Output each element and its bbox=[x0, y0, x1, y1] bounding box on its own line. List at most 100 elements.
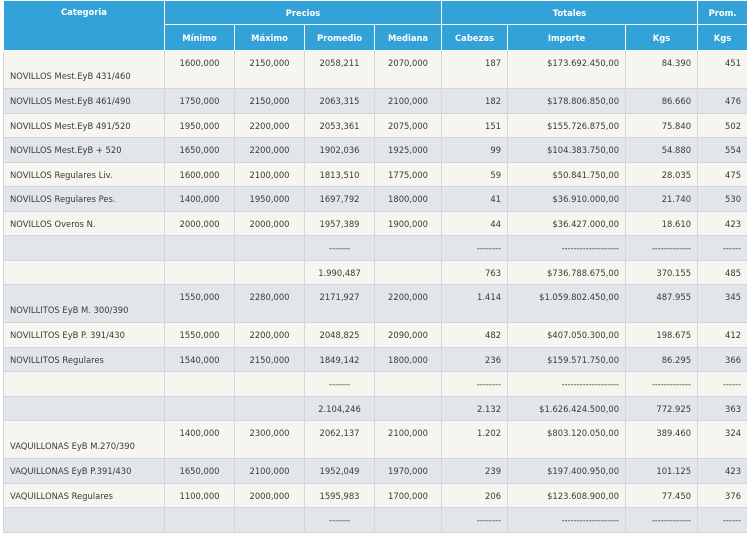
cell-minimo: 1750,000 bbox=[164, 88, 235, 114]
header-cabezas: Cabezas bbox=[441, 24, 509, 51]
table-row: VAQUILLONAS Regulares 1100,000 2000,000 159… bbox=[3, 482, 747, 508]
cell-cabezas: 44 bbox=[441, 210, 509, 236]
cell-promedio: 1902,036 bbox=[304, 137, 375, 163]
cell-kgs: 18.610 bbox=[625, 210, 699, 236]
cell-kgs: 54.880 bbox=[625, 137, 699, 163]
table-row: ------- -------- ------------------- ------… bbox=[3, 371, 747, 397]
header-kgs: Kgs bbox=[625, 24, 699, 51]
cell-minimo: 1600,000 bbox=[164, 161, 235, 187]
cell-cabezas: 41 bbox=[441, 186, 509, 212]
cell-promedio: 2171,927 bbox=[304, 284, 375, 323]
table-row: NOVILLOS Regulares Pes. 1400,000 1950,000 1… bbox=[3, 186, 747, 212]
table-row: NOVILLOS Overos N. 2000,000 2000,000 1957,3… bbox=[3, 210, 747, 236]
cell-minimo: 1600,000 bbox=[164, 50, 235, 89]
cell-cabezas: 2.132 bbox=[441, 395, 509, 421]
cell-importe: $173.692.450,00 bbox=[507, 50, 627, 89]
table-row: VAQUILLONAS EyB P.391/430 1650,000 2100,00… bbox=[3, 458, 747, 484]
cell-importe: ------------------- bbox=[507, 371, 627, 397]
cell-prom-kgs: 502 bbox=[697, 112, 747, 138]
cell-cabezas: 239 bbox=[441, 458, 509, 484]
cell-maximo: 2100,000 bbox=[234, 458, 305, 484]
cell-cabezas: 482 bbox=[441, 322, 509, 348]
header-row-columns: Mínimo Máximo Promedio Mediana Cabezas I… bbox=[4, 24, 747, 51]
cell-minimo: 1540,000 bbox=[164, 346, 235, 372]
cell-importe: $159.571.750,00 bbox=[507, 346, 627, 372]
cell-minimo bbox=[164, 371, 235, 397]
cell-categoria: VAQUILLONAS Regulares bbox=[3, 482, 165, 508]
cell-categoria: VAQUILLONAS EyB M.270/390 bbox=[3, 420, 165, 459]
cell-importe: ------------------- bbox=[507, 235, 627, 261]
cell-categoria bbox=[3, 371, 165, 397]
table-row: NOVILLITOS EyB P. 391/430 1550,000 2200,00… bbox=[3, 322, 747, 348]
table-row: NOVILLOS Regulares Liv. 1600,000 2100,000 1… bbox=[3, 161, 747, 187]
header-importe: Importe bbox=[507, 24, 627, 51]
cell-cabezas: 763 bbox=[441, 259, 509, 285]
cell-promedio: 2062,137 bbox=[304, 420, 375, 459]
cell-promedio: 1697,792 bbox=[304, 186, 375, 212]
cell-categoria: NOVILLOS Mest.EyB 431/460 bbox=[3, 50, 165, 89]
table-row: VAQUILLONAS EyB M.270/390 1400,000 2300,00… bbox=[3, 420, 747, 459]
cell-maximo: 2000,000 bbox=[234, 210, 305, 236]
cell-prom-kgs: 530 bbox=[697, 186, 747, 212]
table-row: 2.104,246 2.132 $1.626.424.500,00 772.925 36… bbox=[3, 395, 747, 421]
cell-importe: $178.806.850,00 bbox=[507, 88, 627, 114]
cell-importe: $36.910.000,00 bbox=[507, 186, 627, 212]
cell-cabezas: -------- bbox=[441, 371, 509, 397]
cell-maximo: 2300,000 bbox=[234, 420, 305, 459]
cell-categoria bbox=[3, 507, 165, 533]
cell-prom-kgs: 451 bbox=[697, 50, 747, 89]
cell-minimo bbox=[164, 235, 235, 261]
cell-mediana: 2100,000 bbox=[373, 420, 443, 459]
cell-categoria bbox=[3, 395, 165, 421]
cell-categoria: NOVILLOS Mest.EyB + 520 bbox=[3, 137, 165, 163]
cell-mediana bbox=[373, 371, 443, 397]
cell-promedio: 1952,049 bbox=[304, 458, 375, 484]
cell-categoria: NOVILLOS Mest.EyB 461/490 bbox=[3, 88, 165, 114]
cell-importe: $407.050.300,00 bbox=[507, 322, 627, 348]
cell-mediana bbox=[373, 507, 443, 533]
cell-maximo: 2150,000 bbox=[234, 346, 305, 372]
cell-promedio: 1595,983 bbox=[304, 482, 375, 508]
cell-mediana: 2090,000 bbox=[373, 322, 443, 348]
cell-categoria: NOVILLITOS EyB M. 300/390 bbox=[3, 284, 165, 323]
cell-cabezas: 1.414 bbox=[441, 284, 509, 323]
cell-mediana bbox=[373, 395, 443, 421]
cell-importe: $803.120.050,00 bbox=[507, 420, 627, 459]
header-categoria: Categoria bbox=[3, 0, 165, 51]
cell-mediana: 1925,000 bbox=[373, 137, 443, 163]
cell-promedio: ------- bbox=[304, 507, 375, 533]
cell-mediana: 2200,000 bbox=[373, 284, 443, 323]
cell-prom-kgs: 366 bbox=[697, 346, 747, 372]
cell-prom-kgs: 423 bbox=[697, 210, 747, 236]
cell-minimo: 1950,000 bbox=[164, 112, 235, 138]
cell-maximo bbox=[234, 371, 305, 397]
cell-kgs: 28.035 bbox=[625, 161, 699, 187]
table-row: NOVILLOS Mest.EyB 461/490 1750,000 2150,00… bbox=[3, 88, 747, 114]
cell-minimo: 2000,000 bbox=[164, 210, 235, 236]
cell-prom-kgs: 345 bbox=[697, 284, 747, 323]
table-body: NOVILLOS Mest.EyB 431/460 1600,000 2150,00… bbox=[3, 50, 747, 533]
table-row: NOVILLOS Mest.EyB + 520 1650,000 2200,000 1… bbox=[3, 137, 747, 163]
cell-kgs: ------------- bbox=[625, 371, 699, 397]
cell-promedio: 2063,315 bbox=[304, 88, 375, 114]
table-row: NOVILLITOS Regulares 1540,000 2150,000 1849… bbox=[3, 346, 747, 372]
prices-table: Categoria Precios Totales Prom. Mínimo M… bbox=[3, 0, 747, 533]
cell-categoria: NOVILLOS Regulares Liv. bbox=[3, 161, 165, 187]
cell-promedio: ------- bbox=[304, 235, 375, 261]
cell-minimo: 1100,000 bbox=[164, 482, 235, 508]
cell-mediana: 1970,000 bbox=[373, 458, 443, 484]
cell-importe: $104.383.750,00 bbox=[507, 137, 627, 163]
cell-kgs: ------------- bbox=[625, 507, 699, 533]
cell-promedio: 1849,142 bbox=[304, 346, 375, 372]
cell-importe: $50.841.750,00 bbox=[507, 161, 627, 187]
table-row: ------- -------- ------------------- ------… bbox=[3, 235, 747, 261]
cell-cabezas: 1.202 bbox=[441, 420, 509, 459]
cell-minimo: 1400,000 bbox=[164, 186, 235, 212]
header-row-groups: Categoria Precios Totales Prom. bbox=[3, 0, 747, 51]
cell-mediana bbox=[373, 235, 443, 261]
cell-importe: $123.608.900,00 bbox=[507, 482, 627, 508]
cell-cabezas: -------- bbox=[441, 507, 509, 533]
table-row: NOVILLOS Mest.EyB 491/520 1950,000 2200,00… bbox=[3, 112, 747, 138]
cell-kgs: 86.295 bbox=[625, 346, 699, 372]
cell-categoria bbox=[3, 235, 165, 261]
